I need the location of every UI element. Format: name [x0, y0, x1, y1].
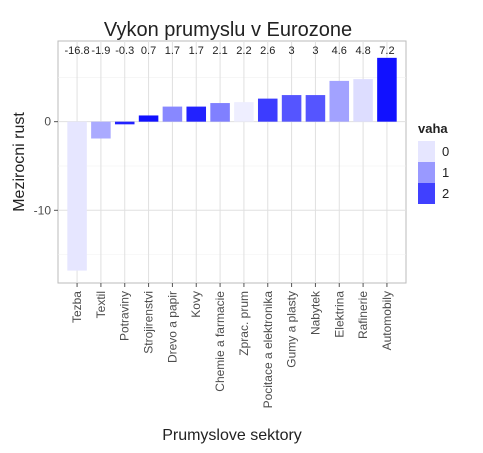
- value-label: 0.7: [141, 45, 156, 57]
- legend-swatch: [418, 141, 435, 162]
- legend: vaha 0 1 2: [418, 121, 449, 204]
- legend-label: 1: [442, 165, 449, 180]
- bar: [91, 121, 111, 139]
- value-label: 7.2: [379, 45, 394, 57]
- y-axis: 0 -10: [34, 115, 58, 217]
- bar: [281, 95, 302, 122]
- bar: [210, 103, 230, 122]
- value-label: 2.2: [236, 45, 251, 57]
- x-tick-label: Pocitace a elektronika: [261, 291, 275, 409]
- y-tick-label: -10: [34, 203, 52, 217]
- bar: [186, 106, 207, 122]
- legend-swatch: [418, 183, 435, 204]
- x-tick-label: Drevo a papir: [165, 291, 179, 363]
- bars: [67, 57, 397, 271]
- x-tick-label: Strojirenstvi: [142, 291, 156, 354]
- value-label: -1.9: [91, 45, 110, 57]
- value-label: 1.7: [189, 45, 204, 57]
- y-axis-label: Mezirocni rust: [11, 112, 28, 212]
- x-tick-label: Rafinerie: [356, 291, 370, 339]
- bar: [353, 79, 373, 122]
- bar: [162, 106, 183, 122]
- legend-swatch: [418, 162, 435, 183]
- bar: [257, 98, 278, 122]
- x-tick-label: Gumy a plasty: [285, 291, 299, 368]
- bar: [138, 115, 159, 122]
- value-labels: -16.8 -1.9 -0.3 0.7 1.7 1.7 2.1 2.2 2.6 3 3 4.6 4.8 7…: [65, 45, 395, 57]
- x-axis-label: Prumyslove sektory: [162, 427, 302, 444]
- x-tick-label: Kovy: [189, 291, 203, 318]
- x-tick-label: Nabytek: [308, 290, 322, 335]
- bar: [329, 80, 350, 122]
- x-tick-label: Tezba: [70, 291, 84, 323]
- x-axis: Tezba Textil Potraviny Strojirenstvi Drevo a…: [70, 283, 394, 408]
- value-label: 3: [312, 45, 318, 57]
- value-label: 4.6: [332, 45, 347, 57]
- x-tick-label: Chemie a farmacie: [213, 291, 227, 392]
- bar: [377, 57, 397, 122]
- value-label: -0.3: [115, 45, 134, 57]
- value-label: 2.6: [260, 45, 275, 57]
- legend-title: vaha: [418, 121, 448, 136]
- bar: [234, 102, 254, 122]
- bar: [114, 121, 135, 125]
- chart-title: Vykon prumyslu v Eurozone: [104, 19, 352, 41]
- x-tick-label: Potraviny: [118, 291, 132, 341]
- value-label: 4.8: [355, 45, 370, 57]
- legend-label: 0: [442, 144, 449, 159]
- value-label: 1.7: [165, 45, 180, 57]
- value-label: -16.8: [65, 45, 90, 57]
- value-label: 2.1: [212, 45, 227, 57]
- x-tick-label: Zprac. prum: [237, 291, 251, 356]
- x-tick-label: Textil: [94, 291, 108, 318]
- y-tick-label: 0: [44, 115, 51, 129]
- x-tick-label: Elektrina: [332, 291, 346, 338]
- bar: [305, 95, 326, 122]
- legend-label: 2: [442, 186, 449, 201]
- value-label: 3: [289, 45, 295, 57]
- bar: [67, 121, 87, 271]
- x-tick-label: Automobily: [380, 291, 394, 350]
